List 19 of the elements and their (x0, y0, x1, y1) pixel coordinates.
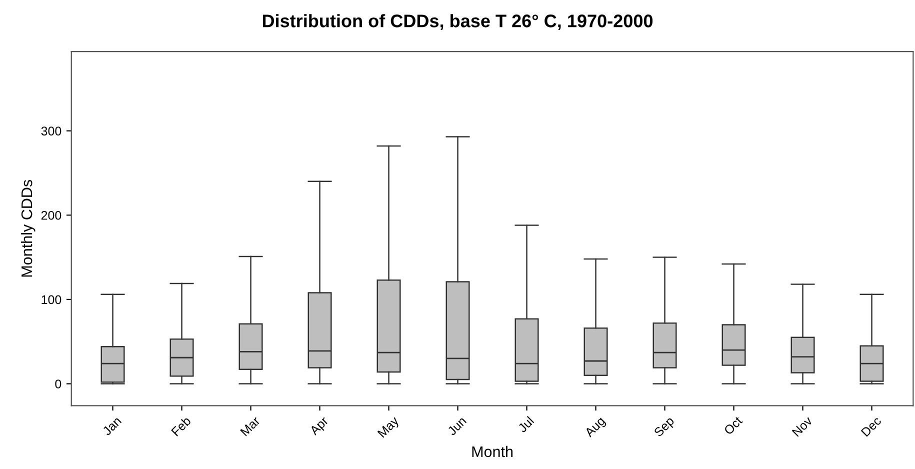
x-tick-label: Jul (517, 416, 534, 434)
y-axis-title: Monthly CDDs (20, 180, 36, 277)
x-axis-title: Month (472, 446, 513, 458)
x-tick-label: Jan (102, 416, 122, 436)
y-tick-label: 0 (55, 380, 62, 388)
x-tick-label: Nov (792, 416, 813, 437)
x-tick-label: Aug (584, 416, 608, 440)
y-tick-label: 100 (42, 295, 62, 304)
y-tick-label: 200 (41, 210, 62, 220)
x-tick-label: Oct (723, 416, 743, 436)
x-tick-label: Mar (240, 416, 261, 436)
x-tick-label: Jun (446, 416, 467, 436)
x-tick-label: Dec (860, 416, 882, 437)
x-tick-label: Feb (170, 416, 192, 436)
chart-title: Distribution of CDDs, base T 26° C, 1970-2000 (262, 14, 653, 30)
x-tick-label: Sep (653, 416, 676, 439)
x-tick-label: May (377, 416, 402, 440)
x-tick-label: Apr (309, 416, 331, 438)
y-tick-label: 300 (41, 126, 62, 136)
